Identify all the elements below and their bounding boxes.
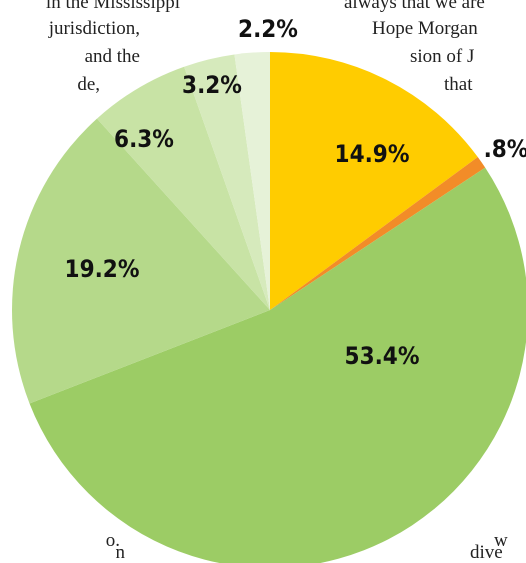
document-text: jurisdiction,	[48, 18, 140, 39]
data-label: 3.2%	[182, 71, 242, 99]
document-text: n	[116, 542, 126, 563]
document-text: w	[494, 530, 508, 551]
pie-slice	[11, 118, 270, 404]
document-text: de,	[77, 74, 100, 95]
pie-slice	[96, 66, 270, 311]
document-text: dive	[470, 542, 503, 563]
document-text: always that we are	[344, 0, 485, 13]
pie-slice	[184, 54, 270, 310]
pie-slice	[270, 52, 478, 310]
pie-slice	[29, 167, 526, 563]
data-label: .8%	[484, 135, 526, 163]
document-text: and the	[85, 46, 140, 67]
pie-slice	[270, 157, 486, 310]
document-text: sion of J	[410, 46, 474, 67]
document-text: Hope Morgan	[372, 18, 478, 39]
document-text: that	[444, 74, 473, 95]
document-text: o.	[106, 530, 120, 551]
data-label: 6.3%	[114, 125, 174, 153]
data-label: 53.4%	[345, 342, 420, 370]
data-label: 19.2%	[65, 255, 140, 283]
data-label: 2.2%	[238, 15, 298, 43]
document-text: in the Mississippi	[46, 0, 180, 13]
pie-slice	[234, 52, 270, 310]
data-label: 14.9%	[335, 140, 410, 168]
